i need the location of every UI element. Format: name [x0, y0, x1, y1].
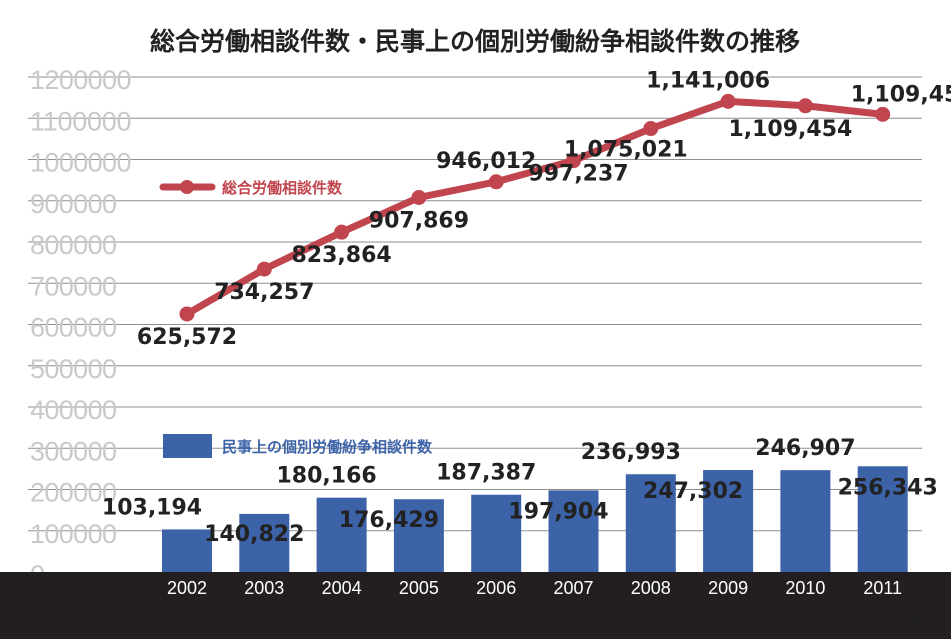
x-tick-label: 2003 [244, 578, 284, 598]
legend-bar-series: 民事上の個別労働紛争相談件数 [163, 434, 433, 458]
x-axis-unit: (年度) [895, 610, 928, 625]
line-data-label: 946,012 [436, 149, 536, 174]
y-tick-label: 400000 [30, 395, 117, 425]
chart-title: 総合労働相談件数・民事上の個別労働紛争相談件数の推移 [150, 27, 800, 56]
x-tick-label: 2005 [399, 578, 439, 598]
bar-data-label: 256,343 [838, 475, 938, 500]
x-tick-label: 2008 [631, 578, 671, 598]
y-tick-label: 800000 [30, 230, 117, 260]
line-point [566, 153, 581, 169]
line-data-label: 1,141,006 [646, 68, 770, 93]
bar-data-label: 103,194 [102, 495, 202, 520]
x-tick-label: 2011 [863, 578, 902, 598]
y-tick-label: 900000 [30, 189, 117, 219]
line-point [179, 306, 195, 322]
y-tick-label: 500000 [30, 354, 117, 384]
bar-data-label: 187,387 [436, 461, 536, 486]
line-series [179, 93, 891, 322]
bar-data-label: 197,904 [508, 499, 608, 524]
y-tick-label: 600000 [30, 313, 117, 343]
bar-data-label: 246,907 [755, 436, 855, 461]
x-tick-label: 2007 [553, 578, 593, 598]
bar-series [162, 466, 908, 572]
y-tick-label: 1200000 [30, 65, 132, 95]
bar-data-label: 236,993 [581, 440, 681, 465]
line-data-label: 907,869 [369, 209, 469, 234]
bar [703, 469, 754, 572]
x-tick-label: 2010 [785, 578, 825, 598]
line-point [720, 93, 736, 109]
legend-line-marker [180, 180, 194, 194]
y-tick-label: 300000 [30, 436, 117, 466]
line-point [411, 190, 427, 206]
x-axis-footer-band [0, 572, 951, 639]
bar-data-label: 180,166 [276, 464, 376, 489]
y-tick-label: 200000 [30, 478, 117, 508]
y-tick-label: 700000 [30, 271, 117, 301]
line-data-label: 1,109,454 [851, 82, 951, 107]
bar [548, 490, 599, 572]
bar [162, 529, 212, 572]
bar [393, 499, 444, 572]
bar-data-label: 176,429 [339, 508, 439, 533]
bar [780, 470, 831, 572]
x-tick-label: 2004 [322, 578, 362, 598]
line-data-label: 625,572 [137, 325, 237, 350]
line-point [643, 121, 659, 137]
x-tick-label: 2006 [476, 578, 516, 598]
legend-bar-swatch [163, 434, 212, 458]
line-point [875, 106, 891, 122]
bar-data-label: 247,302 [643, 479, 743, 504]
bar [625, 474, 676, 572]
y-tick-label: 1100000 [30, 106, 132, 136]
x-tick-label: 2002 [167, 578, 207, 598]
line-point [334, 224, 350, 240]
line-point [488, 174, 504, 190]
data-labels: 625,572 734,257 823,864 907,869 946,012997,2… [102, 68, 951, 547]
y-tick-label: 1000000 [30, 148, 132, 178]
series-line [183, 97, 887, 318]
bar [239, 513, 290, 572]
line-data-label: 1,075,021 [564, 138, 688, 163]
y-tick-label: 100000 [30, 519, 117, 549]
bar [857, 466, 908, 572]
y-axis-ticks: 0100000200000300000400000500000600000700… [30, 65, 132, 590]
legend-bar-label: 民事上の個別労働紛争相談件数 [222, 438, 433, 456]
legend-line-series: 総合労働相談件数 [159, 179, 343, 197]
x-axis-ticks: 2002 2003 2004 2005 2006 2007 2008 2009 2010 2011 [167, 578, 902, 598]
bar-data-label: 140,822 [204, 522, 304, 547]
bar [471, 494, 522, 572]
line-data-label: 997,237 [528, 162, 628, 187]
line-data-label: 1,109,454 [728, 117, 852, 142]
line-data-label: 823,864 [291, 243, 391, 268]
bar [316, 497, 367, 572]
legend-line-label: 総合労働相談件数 [222, 179, 343, 197]
x-tick-label: 2009 [708, 578, 748, 598]
line-point [256, 261, 272, 277]
line-point [797, 98, 813, 114]
line-data-label: 734,257 [214, 280, 314, 305]
